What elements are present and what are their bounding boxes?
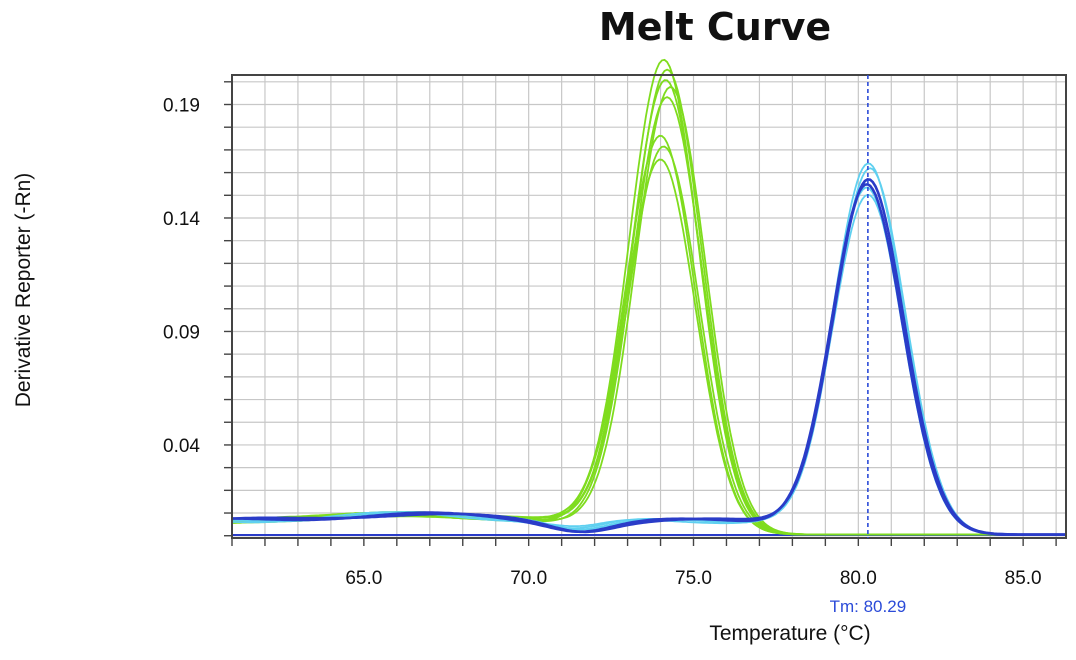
y-axis: 0.04 0.09 0.14 0.19 bbox=[163, 81, 232, 537]
x-tick-label: 85.0 bbox=[1005, 568, 1042, 589]
x-tick-label: 80.0 bbox=[840, 568, 877, 589]
x-axis-label: Temperature (°C) bbox=[709, 622, 870, 645]
y-tick-label: 0.04 bbox=[163, 436, 200, 457]
y-tick-label: 0.14 bbox=[163, 209, 200, 230]
plot-frame bbox=[231, 74, 1067, 539]
x-axis: 65.0 70.0 75.0 80.0 85.0 bbox=[231, 538, 1057, 589]
tm-label: Tm: 80.29 bbox=[830, 597, 907, 616]
melt-curve-line bbox=[232, 182, 1066, 536]
plot-curves bbox=[231, 58, 1066, 536]
y-axis-label: Derivative Reporter (-Rn) bbox=[12, 173, 35, 408]
x-tick-label: 75.0 bbox=[675, 568, 712, 589]
y-tick-label: 0.19 bbox=[163, 96, 200, 117]
y-tick-label: 0.09 bbox=[163, 322, 200, 343]
x-tick-label: 65.0 bbox=[345, 568, 382, 589]
plot-grid bbox=[231, 75, 1066, 538]
x-tick-label: 70.0 bbox=[510, 568, 547, 589]
chart-title: Melt Curve bbox=[599, 5, 831, 49]
plot-background bbox=[232, 75, 1066, 538]
